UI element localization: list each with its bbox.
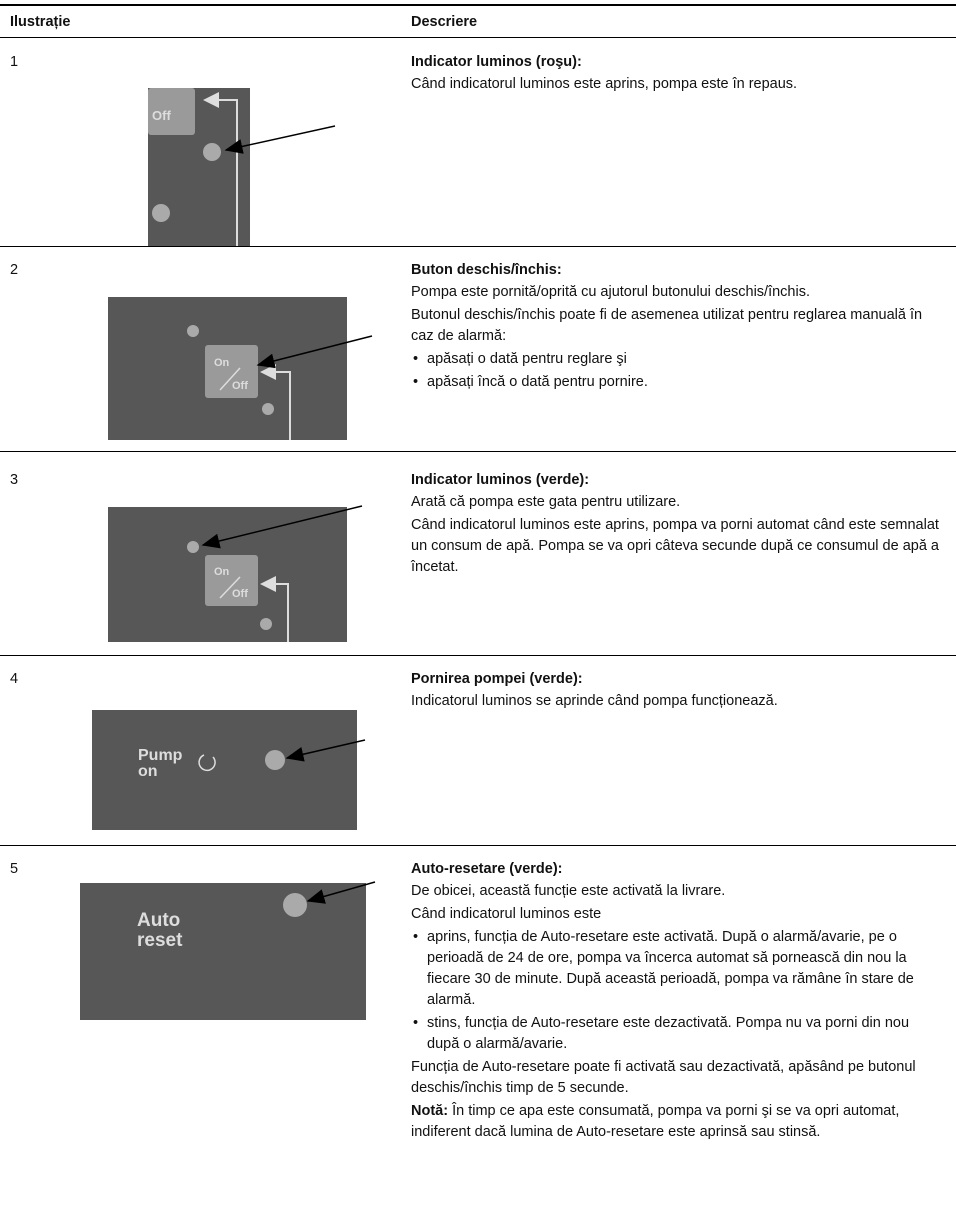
rule — [0, 37, 956, 38]
label: on — [138, 763, 158, 780]
illustration: On Off — [108, 297, 373, 440]
row-number: 2 — [10, 262, 19, 278]
note-text: În timp ce apa este consumată, pompa va … — [411, 1103, 900, 1140]
paragraph: Când indicatorul luminos este aprins, po… — [411, 76, 798, 92]
label: Pump — [138, 747, 183, 764]
label: On — [214, 566, 230, 578]
row-number: 5 — [10, 861, 19, 877]
rule — [0, 451, 956, 452]
illustrations: Off On Off On Off Pump on Auto reset — [80, 88, 376, 1020]
paragraph: Arată că pompa este gata pentru utilizar… — [411, 494, 681, 510]
description-title: Buton deschis/închis: — [411, 262, 562, 278]
description-title: Auto-resetare (verde): — [411, 861, 563, 877]
illustration: Pump on — [92, 710, 366, 830]
paragraph: Indicatorul luminos se aprinde când pomp… — [411, 693, 778, 709]
bullet-item: apăsați încă o dată pentru pornire. — [411, 372, 943, 393]
note: Notă: În timp ce apa este consumată, pom… — [411, 1101, 943, 1143]
description-title: Indicator luminos (roşu): — [411, 54, 582, 70]
description: Pornirea pompei (verde): Indicatorul lumi… — [411, 669, 943, 714]
paragraph: Când indicatorul luminos este aprins, po… — [411, 517, 939, 575]
header-cell: Descriere — [411, 14, 478, 30]
bullet-list: aprins, funcția de Auto-resetare este ac… — [411, 927, 943, 1055]
bullet-item: aprins, funcția de Auto-resetare este ac… — [411, 927, 943, 1011]
bullet-item: stins, funcția de Auto-resetare este dez… — [411, 1013, 943, 1055]
rule — [0, 845, 956, 846]
label: Off — [152, 108, 171, 123]
label: Off — [232, 588, 248, 600]
note-label: Notă: — [411, 1103, 449, 1119]
rule — [0, 4, 956, 6]
description: Indicator luminos (verde): Arată că pompa… — [411, 470, 943, 580]
label: Auto — [137, 910, 180, 931]
label: reset — [137, 930, 183, 951]
row-number: 3 — [10, 472, 19, 488]
paragraph: Pompa este pornită/oprită cu ajutorul bu… — [411, 284, 810, 300]
bullet-item: apăsați o dată pentru reglare şi — [411, 349, 943, 370]
description-title: Pornirea pompei (verde): — [411, 671, 583, 687]
paragraph: Când indicatorul luminos este — [411, 906, 602, 922]
rule — [0, 655, 956, 656]
row-number: 4 — [10, 671, 19, 687]
header-cell: Ilustrație — [10, 14, 71, 30]
illustration: On Off — [108, 505, 363, 642]
rule — [0, 246, 956, 247]
bullet-list: apăsați o dată pentru reglare şiapăsați … — [411, 349, 943, 393]
description: Buton deschis/închis: Pompa este pornită/… — [411, 260, 943, 395]
paragraph: Funcția de Auto-resetare poate fi activa… — [411, 1059, 916, 1096]
label: Off — [232, 380, 248, 392]
paragraph: Butonul deschis/închis poate fi de aseme… — [411, 307, 923, 344]
illustration: Auto reset — [80, 881, 376, 1020]
illustration: Off — [148, 88, 336, 246]
row-number: 1 — [10, 54, 19, 70]
description: Indicator luminos (roşu): Când indicatoru… — [411, 52, 943, 97]
description: Auto-resetare (verde): De obicei, această… — [411, 859, 943, 1145]
label: On — [214, 357, 230, 369]
paragraph: De obicei, această funcție este activată… — [411, 883, 726, 899]
description-title: Indicator luminos (verde): — [411, 472, 590, 488]
